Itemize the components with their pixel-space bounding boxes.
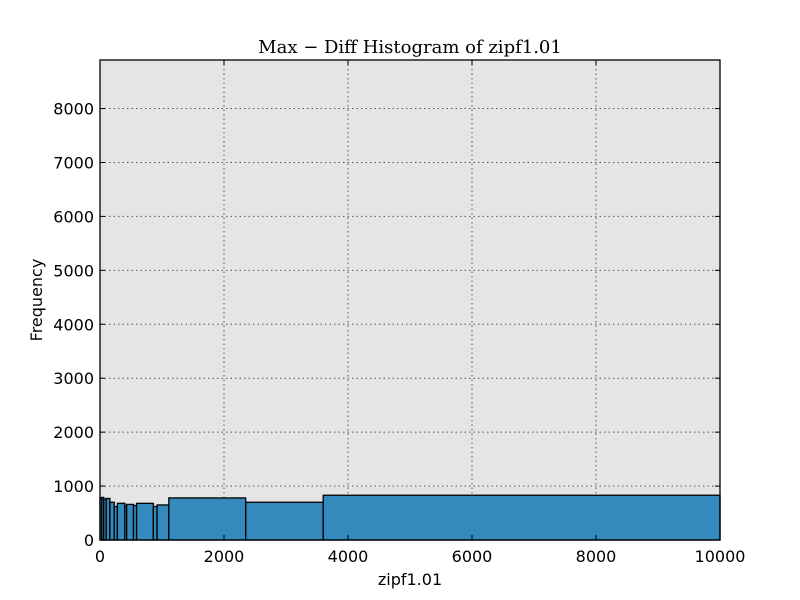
y-tick-labels: 0 1000 2000 3000 4000 5000 6000 7000 8000 (53, 100, 94, 550)
y-tick-label: 5000 (53, 261, 94, 280)
histogram-bar (322, 494, 721, 541)
x-tick-labels: 0 2000 4000 6000 8000 10000 (95, 547, 746, 566)
histogram-bar (109, 501, 115, 541)
y-tick-label: 7000 (53, 153, 94, 172)
grid-lines (100, 60, 720, 540)
y-tick-label: 2000 (53, 423, 94, 442)
histogram-bars (99, 494, 721, 541)
y-tick-label: 8000 (53, 100, 94, 119)
plot-area (100, 60, 720, 540)
x-tick-label: 10000 (695, 547, 746, 566)
x-tick-label: 0 (95, 547, 105, 566)
histogram-bar (116, 502, 126, 541)
x-tick-label: 6000 (452, 547, 493, 566)
histogram-bar (156, 504, 170, 541)
y-tick-label: 0 (84, 531, 94, 550)
histogram-bar (245, 501, 324, 541)
y-axis-label: Frequency (27, 259, 46, 342)
histogram-bar (126, 503, 135, 541)
y-tick-label: 1000 (53, 477, 94, 496)
x-tick-label: 8000 (576, 547, 617, 566)
y-tick-label: 3000 (53, 369, 94, 388)
chart-title: Max − Diff Histogram of zipf1.01 (258, 37, 562, 58)
histogram-bar (135, 502, 154, 541)
x-tick-label: 4000 (328, 547, 369, 566)
tick-marks (99, 60, 721, 541)
histogram-bar (168, 497, 247, 541)
x-axis-label: zipf1.01 (378, 570, 442, 589)
y-tick-label: 6000 (53, 207, 94, 226)
y-tick-label: 4000 (53, 315, 94, 334)
x-tick-label: 2000 (204, 547, 245, 566)
plot-frame (99, 59, 721, 541)
